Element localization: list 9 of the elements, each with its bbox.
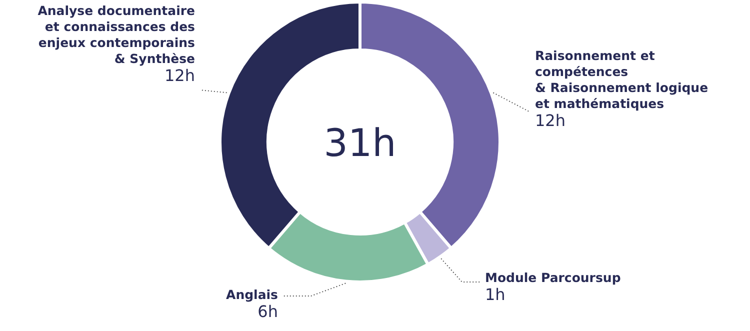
slice-label: Module Parcoursup [485,270,621,285]
data-label: 12h [164,66,195,85]
slice-label: Anglais [226,287,278,302]
slice-label: Analyse documentaire et connaissances des enjeux contemporains & Synthèse [38,3,195,66]
text: 31h [324,121,396,165]
data-label: 1h [485,285,506,304]
slice-label: Raisonnement et compétences & Raisonnement logique et mathématiques [535,48,708,111]
data-label: 6h [258,302,278,321]
data-label: 12h [535,111,566,130]
